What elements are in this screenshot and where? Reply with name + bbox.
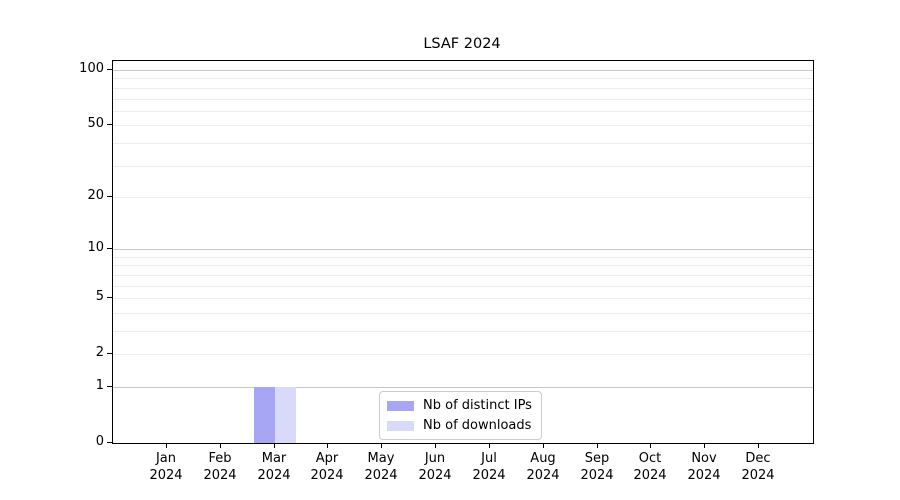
x-tick-sep [597, 443, 598, 448]
legend-swatch-downloads [387, 420, 414, 431]
gridline-minor-70 [113, 99, 813, 100]
x-tick-oct [650, 443, 651, 448]
gridline-major-1 [113, 387, 813, 388]
x-tick-label-mar: Mar 2024 [257, 451, 291, 483]
x-tick-feb [220, 443, 221, 448]
x-tick-mar [274, 443, 275, 448]
y-tick-label-1: 1 [95, 378, 104, 393]
y-tick-100 [107, 69, 112, 70]
x-tick-label-dec: Dec 2024 [741, 451, 775, 483]
gridline-minor-3 [113, 331, 813, 332]
gridline-minor-60 [113, 111, 813, 112]
x-tick-jul [489, 443, 490, 448]
legend-item-downloads: Nb of downloads [387, 417, 533, 434]
x-tick-jan [166, 443, 167, 448]
x-tick-label-jan: Jan 2024 [149, 451, 183, 483]
legend-label-distinct-ips: Nb of distinct IPs [423, 398, 532, 413]
y-tick-label-20: 20 [87, 188, 104, 203]
x-tick-aug [543, 443, 544, 448]
y-tick-20 [107, 196, 112, 197]
gridline-minor-50 [113, 125, 813, 126]
x-tick-nov [704, 443, 705, 448]
gridline-minor-9 [113, 257, 813, 258]
gridline-major-100 [113, 70, 813, 71]
chart-title: LSAF 2024 [423, 36, 501, 52]
x-tick-label-oct: Oct 2024 [633, 451, 667, 483]
legend-label-downloads: Nb of downloads [423, 418, 532, 433]
x-tick-dec [758, 443, 759, 448]
gridline-minor-40 [113, 143, 813, 144]
gridline-minor-2 [113, 354, 813, 355]
legend: Nb of distinct IPs Nb of downloads [379, 391, 542, 440]
y-tick-label-50: 50 [87, 116, 104, 131]
y-tick-label-5: 5 [95, 289, 104, 304]
y-tick-5 [107, 297, 112, 298]
x-tick-label-nov: Nov 2024 [687, 451, 721, 483]
x-tick-may [381, 443, 382, 448]
y-tick-label-0: 0 [95, 434, 104, 449]
plot-area: Nb of distinct IPs Nb of downloads [112, 60, 814, 444]
y-tick-label-2: 2 [95, 345, 104, 360]
legend-item-distinct-ips: Nb of distinct IPs [387, 397, 533, 414]
y-tick-1 [107, 386, 112, 387]
x-tick-label-may: May 2024 [364, 451, 398, 483]
gridline-minor-20 [113, 197, 813, 198]
x-tick-label-feb: Feb 2024 [203, 451, 237, 483]
gridline-minor-7 [113, 275, 813, 276]
gridline-minor-8 [113, 265, 813, 266]
y-tick-50 [107, 124, 112, 125]
gridline-minor-30 [113, 166, 813, 167]
x-tick-label-jun: Jun 2024 [418, 451, 452, 483]
gridline-minor-6 [113, 286, 813, 287]
legend-swatch-distinct-ips [387, 400, 414, 411]
bar-distinct-ips-mar [254, 387, 275, 443]
gridline-minor-90 [113, 78, 813, 79]
x-tick-label-jul: Jul 2024 [472, 451, 506, 483]
gridline-minor-4 [113, 313, 813, 314]
x-tick-label-apr: Apr 2024 [310, 451, 344, 483]
x-tick-jun [435, 443, 436, 448]
y-tick-label-100: 100 [79, 61, 104, 76]
y-tick-0 [107, 442, 112, 443]
x-tick-label-aug: Aug 2024 [526, 451, 560, 483]
y-tick-2 [107, 353, 112, 354]
y-tick-label-10: 10 [87, 240, 104, 255]
gridline-major-10 [113, 249, 813, 250]
bar-downloads-mar [275, 387, 296, 443]
x-tick-apr [327, 443, 328, 448]
gridline-minor-80 [113, 88, 813, 89]
y-tick-10 [107, 248, 112, 249]
gridline-minor-5 [113, 298, 813, 299]
x-tick-label-sep: Sep 2024 [580, 451, 614, 483]
